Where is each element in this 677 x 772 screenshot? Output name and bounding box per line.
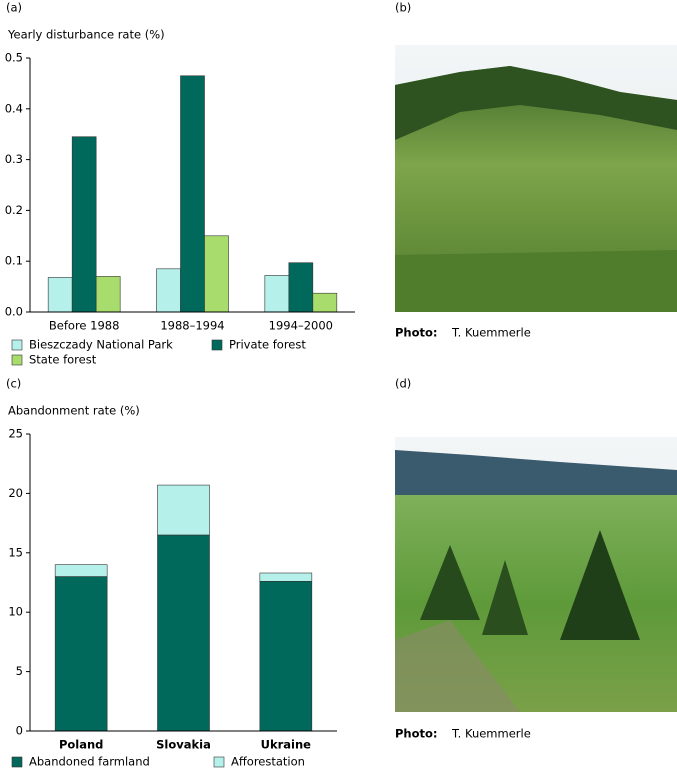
y-tick-label: 0.4 [5, 101, 23, 115]
y-tick-label: 25 [8, 427, 23, 441]
photo-credit: T. Kuemmerle [451, 727, 531, 741]
legend-label: Afforestation [231, 755, 305, 769]
legend-swatch [11, 339, 23, 351]
y-tick-label: 0 [16, 724, 23, 738]
bar-segment [54, 564, 108, 577]
y-tick-label: 0.2 [5, 203, 23, 217]
x-tick-label: Ukraine [261, 738, 312, 752]
y-tick-label: 20 [8, 486, 23, 500]
bar [47, 277, 73, 313]
legend-label: Abandoned farmland [29, 755, 150, 769]
y-tick-label: 0.0 [5, 305, 23, 319]
bar [264, 275, 290, 313]
y-axis-label: Abandonment rate (%) [8, 404, 140, 418]
x-tick-label: 1988–1994 [160, 319, 224, 333]
x-tick-label: Before 1988 [49, 319, 120, 333]
y-tick-label: 0.5 [5, 51, 23, 65]
bar [71, 136, 97, 313]
photo-label: Photo: [395, 326, 438, 340]
bar [312, 292, 338, 313]
legend-swatch [213, 756, 225, 768]
panel-label: (d) [395, 377, 411, 391]
y-tick-label: 10 [8, 605, 23, 619]
y-tick-label: 0.3 [5, 152, 23, 166]
bar-segment [259, 572, 313, 582]
legend-label: Private forest [229, 338, 306, 352]
x-tick-label: 1994–2000 [269, 319, 333, 333]
legend-label: State forest [29, 353, 97, 367]
bar-segment [54, 576, 108, 732]
bar-segment [157, 534, 210, 732]
panel-label: (a) [6, 1, 22, 15]
bar [95, 276, 121, 313]
panel-label: (b) [395, 1, 411, 15]
bar-segment [157, 484, 210, 536]
bar [180, 75, 205, 313]
photo-d [395, 437, 677, 712]
y-tick-label: 5 [16, 664, 23, 678]
x-tick-label: Slovakia [156, 738, 211, 752]
legend-swatch [211, 339, 223, 351]
bar [156, 268, 181, 313]
photo-label: Photo: [395, 727, 438, 741]
photo-credit: T. Kuemmerle [451, 326, 531, 340]
legend-label: Bieszczady National Park [29, 338, 173, 352]
bar-segment [259, 581, 313, 732]
y-tick-label: 0.1 [5, 254, 23, 268]
x-tick-label: Poland [59, 738, 103, 752]
y-axis-label: Yearly disturbance rate (%) [7, 28, 165, 42]
legend-swatch [11, 354, 23, 366]
panel-label: (c) [6, 377, 21, 391]
bar [204, 235, 229, 313]
legend-swatch [11, 756, 23, 768]
photo-b [395, 45, 677, 312]
y-tick-label: 15 [8, 545, 23, 559]
bar [288, 262, 314, 313]
